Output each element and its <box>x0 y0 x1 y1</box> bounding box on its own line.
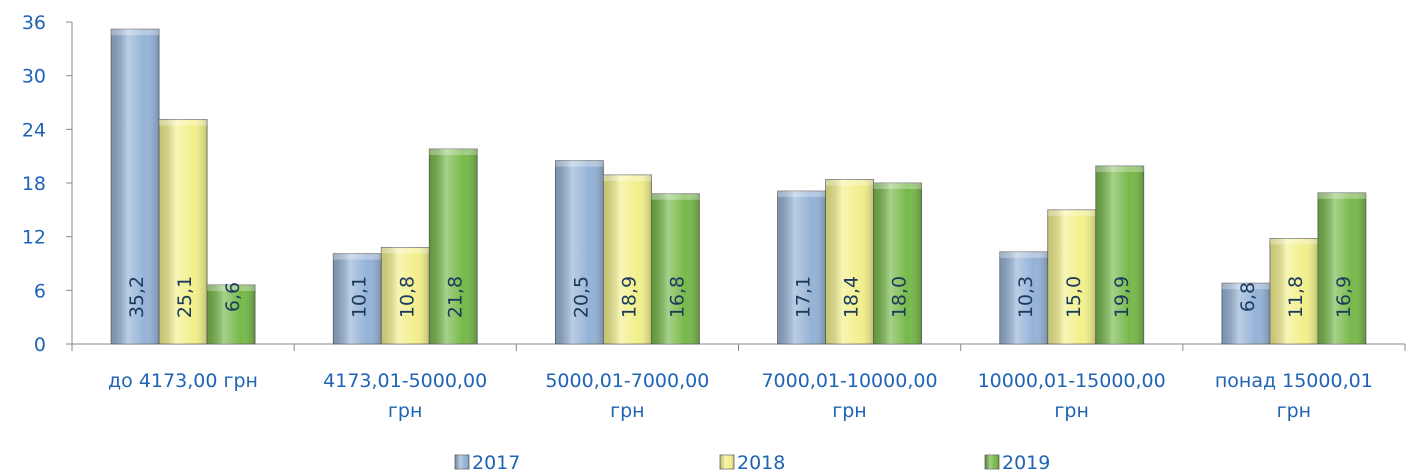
value-label: 15,0 <box>1063 276 1085 318</box>
value-label: 18,4 <box>841 276 863 318</box>
value-label: 16,8 <box>666 276 688 318</box>
y-tick-label: 6 <box>34 280 46 302</box>
bar-top <box>207 284 256 291</box>
bar-top <box>777 191 826 198</box>
y-tick-label: 18 <box>22 173 46 195</box>
bar <box>825 179 874 345</box>
y-tick-label: 30 <box>22 66 46 88</box>
value-label: 19,9 <box>1111 276 1133 318</box>
legend-shade <box>720 455 734 469</box>
value-label: 10,8 <box>396 276 418 318</box>
x-tick-label: понад 15000,01 грн <box>1214 370 1373 422</box>
bar-top <box>381 247 430 254</box>
value-label: 21,8 <box>444 276 466 318</box>
y-tick-label: 36 <box>22 12 46 34</box>
value-label: 18,9 <box>618 276 640 318</box>
bar-top <box>1095 166 1144 173</box>
value-label: 20,5 <box>570 276 592 318</box>
bar-top <box>1047 209 1096 216</box>
bar-top <box>999 251 1048 258</box>
y-tick-label: 12 <box>22 227 46 249</box>
value-label: 35,2 <box>126 276 148 318</box>
value-label: 17,1 <box>793 276 815 318</box>
bar-top <box>111 29 160 36</box>
bar-top <box>603 174 652 181</box>
bar <box>1317 192 1367 345</box>
bar-top <box>1317 192 1366 199</box>
bar-top <box>651 193 700 200</box>
bar-top <box>429 149 478 156</box>
y-tick-label: 0 <box>34 334 46 356</box>
x-tick-label: 4173,01-5000,00 грн <box>323 370 488 422</box>
bar <box>651 193 700 345</box>
bar-top <box>1221 283 1270 290</box>
y-tick-label: 24 <box>22 119 46 141</box>
bar-top <box>825 179 874 186</box>
value-label: 16,9 <box>1333 276 1355 318</box>
value-label: 18,0 <box>889 276 911 318</box>
legend-label: 2018 <box>737 452 785 470</box>
bar-top <box>555 160 604 167</box>
value-label: 10,3 <box>1015 276 1037 318</box>
legend-label: 2017 <box>472 452 520 470</box>
legend-label: 2019 <box>1002 452 1050 470</box>
bar-top <box>333 253 382 260</box>
value-label: 6,6 <box>222 282 244 312</box>
value-label: 25,1 <box>174 276 196 318</box>
value-label: 10,1 <box>348 276 370 318</box>
x-tick-label: до 4173,00 грн <box>108 370 258 392</box>
legend-shade <box>455 455 469 469</box>
bar-top <box>159 119 208 126</box>
x-tick-label: 10000,01-15000,00 грн <box>977 370 1166 422</box>
x-tick-label: 5000,01-7000,00 грн <box>545 370 710 422</box>
bar <box>777 190 826 345</box>
legend-shade <box>985 455 999 469</box>
bar-top <box>873 183 922 189</box>
value-label: 6,8 <box>1237 282 1259 312</box>
bar <box>873 182 922 345</box>
x-tick-label: 7000,01-10000,00 грн <box>761 370 938 422</box>
value-label: 11,8 <box>1285 276 1307 318</box>
bar-top <box>1269 238 1318 245</box>
